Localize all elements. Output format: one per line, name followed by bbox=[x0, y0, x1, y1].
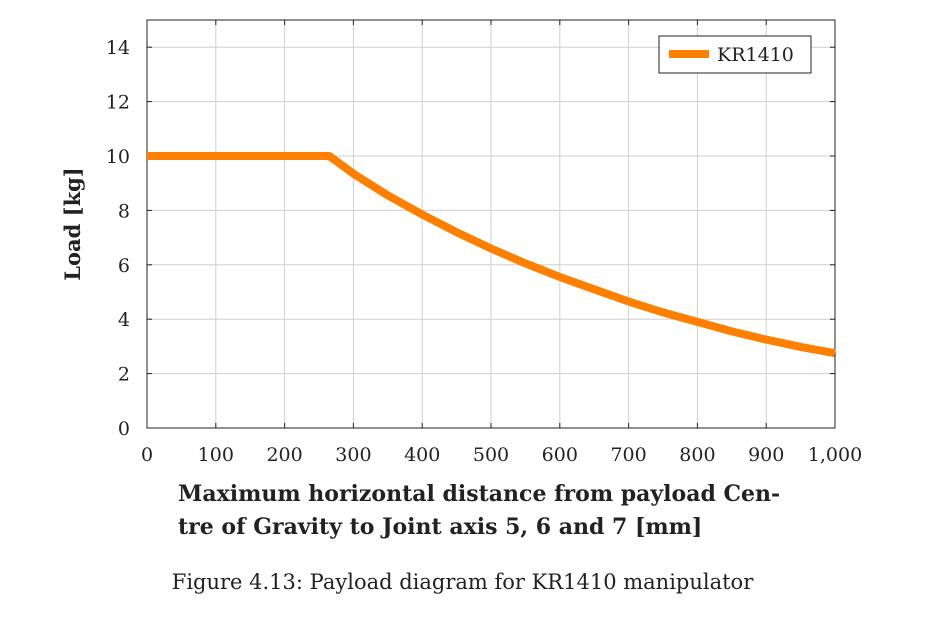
y-tick-label: 4 bbox=[118, 309, 130, 331]
x-tick-label: 400 bbox=[404, 444, 440, 466]
x-tick-label: 700 bbox=[610, 444, 646, 466]
x-tick-label: 900 bbox=[748, 444, 784, 466]
y-tick-labels: 0 2 4 6 8 10 12 14 bbox=[106, 37, 130, 440]
y-tick-label: 10 bbox=[106, 146, 130, 168]
x-tick-label: 600 bbox=[542, 444, 578, 466]
series-line-kr1410 bbox=[147, 152, 836, 358]
x-tick-label: 1,000 bbox=[808, 444, 862, 466]
x-tick-label: 200 bbox=[266, 444, 302, 466]
x-axis-label-line: tre of Gravity to Joint axis 5, 6 and 7 … bbox=[178, 514, 703, 540]
plot-frame bbox=[146, 19, 836, 429]
y-tick-label: 8 bbox=[118, 200, 130, 222]
y-tick-label: 12 bbox=[106, 92, 130, 114]
y-tick-label: 6 bbox=[118, 255, 130, 277]
grid-lines bbox=[147, 20, 835, 428]
x-tick-labels: 0 100 200 300 400 500 600 700 800 900 1,000 bbox=[141, 444, 862, 466]
x-tick-label: 300 bbox=[335, 444, 371, 466]
series-layer bbox=[147, 152, 836, 358]
x-axis-label: Maximum horizontal distance from payload… bbox=[178, 478, 818, 544]
y-tick-label: 14 bbox=[106, 37, 130, 59]
payload-chart: 0 100 200 300 400 500 600 700 800 900 1,000 0 2 4 6 8 1… bbox=[60, 19, 862, 466]
figure-caption: Figure 4.13: Payload diagram for KR1410 … bbox=[171, 570, 754, 594]
y-axis-label: Load [kg] bbox=[60, 167, 85, 280]
x-tick-label: 500 bbox=[473, 444, 509, 466]
x-axis-label-line: Maximum horizontal distance from payload… bbox=[178, 481, 781, 507]
legend: KR1410 bbox=[658, 35, 812, 74]
y-tick-label: 2 bbox=[118, 364, 130, 386]
x-tick-label: 0 bbox=[141, 444, 153, 466]
legend-label: KR1410 bbox=[717, 44, 794, 66]
x-tick-label: 800 bbox=[679, 444, 715, 466]
x-tick-label: 100 bbox=[198, 444, 234, 466]
y-tick-label: 0 bbox=[118, 418, 130, 440]
